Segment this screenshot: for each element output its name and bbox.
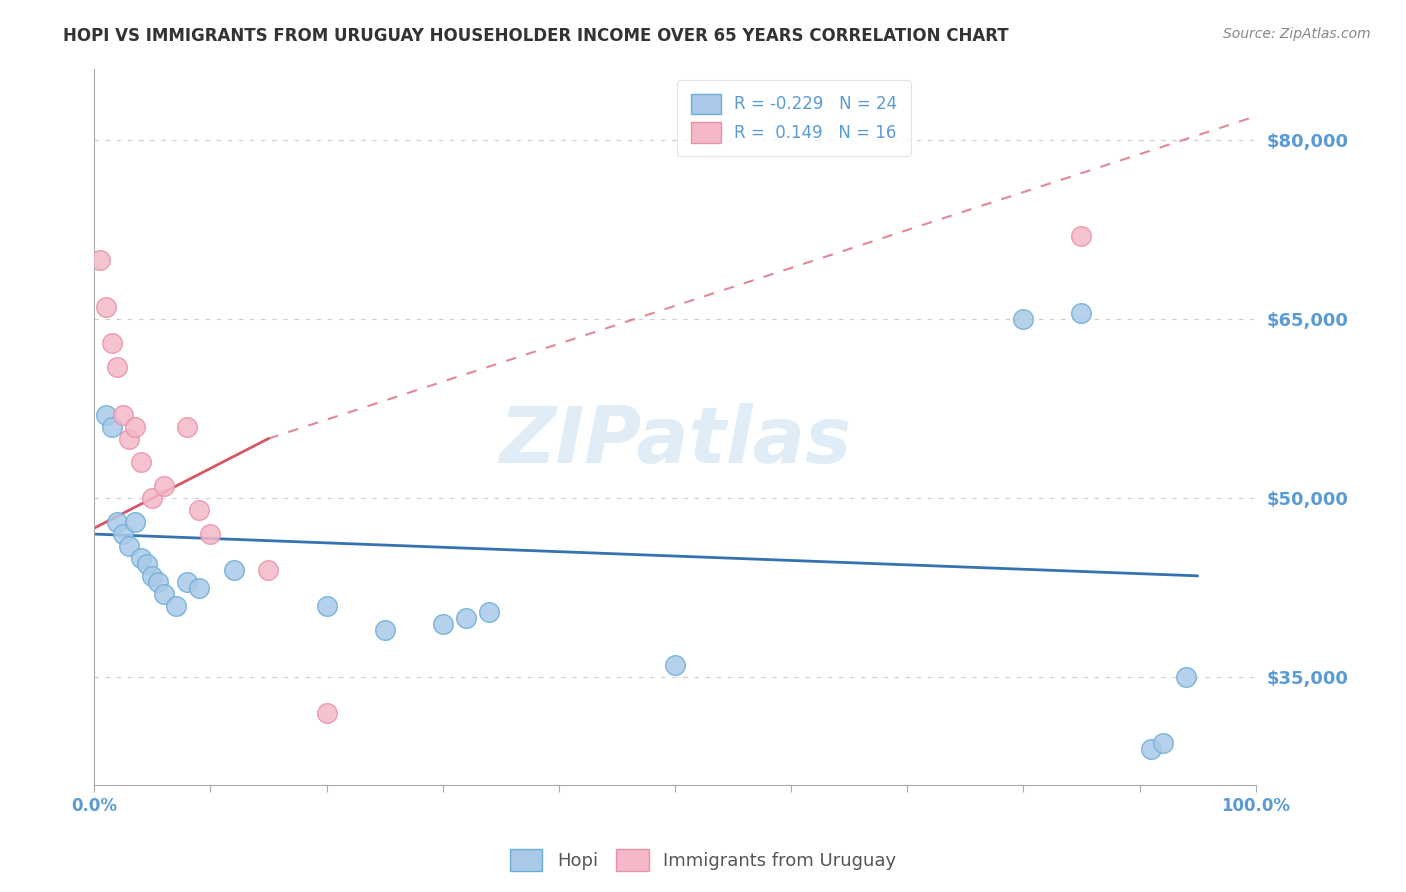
Point bbox=[315, 599, 337, 613]
Point bbox=[664, 658, 686, 673]
Point bbox=[124, 419, 146, 434]
Point bbox=[478, 605, 501, 619]
Point bbox=[1012, 312, 1035, 326]
Point bbox=[1140, 742, 1163, 756]
Point bbox=[124, 515, 146, 529]
Point bbox=[165, 599, 187, 613]
Point bbox=[153, 479, 176, 493]
Point bbox=[1152, 736, 1174, 750]
Point bbox=[94, 408, 117, 422]
Point bbox=[146, 574, 169, 589]
Point bbox=[118, 539, 141, 553]
Point bbox=[141, 569, 163, 583]
Point bbox=[187, 581, 209, 595]
Text: Source: ZipAtlas.com: Source: ZipAtlas.com bbox=[1223, 27, 1371, 41]
Point bbox=[1070, 306, 1092, 320]
Point bbox=[135, 557, 157, 571]
Point bbox=[89, 252, 111, 267]
Point bbox=[107, 359, 129, 374]
Point bbox=[118, 432, 141, 446]
Point bbox=[112, 527, 135, 541]
Point bbox=[1175, 670, 1198, 684]
Text: ZIPatlas: ZIPatlas bbox=[499, 403, 851, 479]
Point bbox=[153, 587, 176, 601]
Point bbox=[257, 563, 280, 577]
Point bbox=[315, 706, 337, 720]
Point bbox=[432, 616, 454, 631]
Point bbox=[107, 515, 129, 529]
Point bbox=[176, 574, 198, 589]
Point bbox=[454, 610, 477, 624]
Legend: R = -0.229   N = 24, R =  0.149   N = 16: R = -0.229 N = 24, R = 0.149 N = 16 bbox=[678, 80, 911, 156]
Point bbox=[129, 455, 152, 469]
Point bbox=[176, 419, 198, 434]
Legend: Hopi, Immigrants from Uruguay: Hopi, Immigrants from Uruguay bbox=[503, 842, 903, 879]
Point bbox=[222, 563, 245, 577]
Point bbox=[141, 491, 163, 506]
Point bbox=[94, 300, 117, 314]
Point bbox=[100, 419, 122, 434]
Point bbox=[129, 551, 152, 566]
Point bbox=[374, 623, 396, 637]
Point bbox=[200, 527, 222, 541]
Point bbox=[100, 336, 122, 351]
Point bbox=[187, 503, 209, 517]
Point bbox=[1070, 228, 1092, 243]
Point bbox=[112, 408, 135, 422]
Text: HOPI VS IMMIGRANTS FROM URUGUAY HOUSEHOLDER INCOME OVER 65 YEARS CORRELATION CHA: HOPI VS IMMIGRANTS FROM URUGUAY HOUSEHOL… bbox=[63, 27, 1010, 45]
